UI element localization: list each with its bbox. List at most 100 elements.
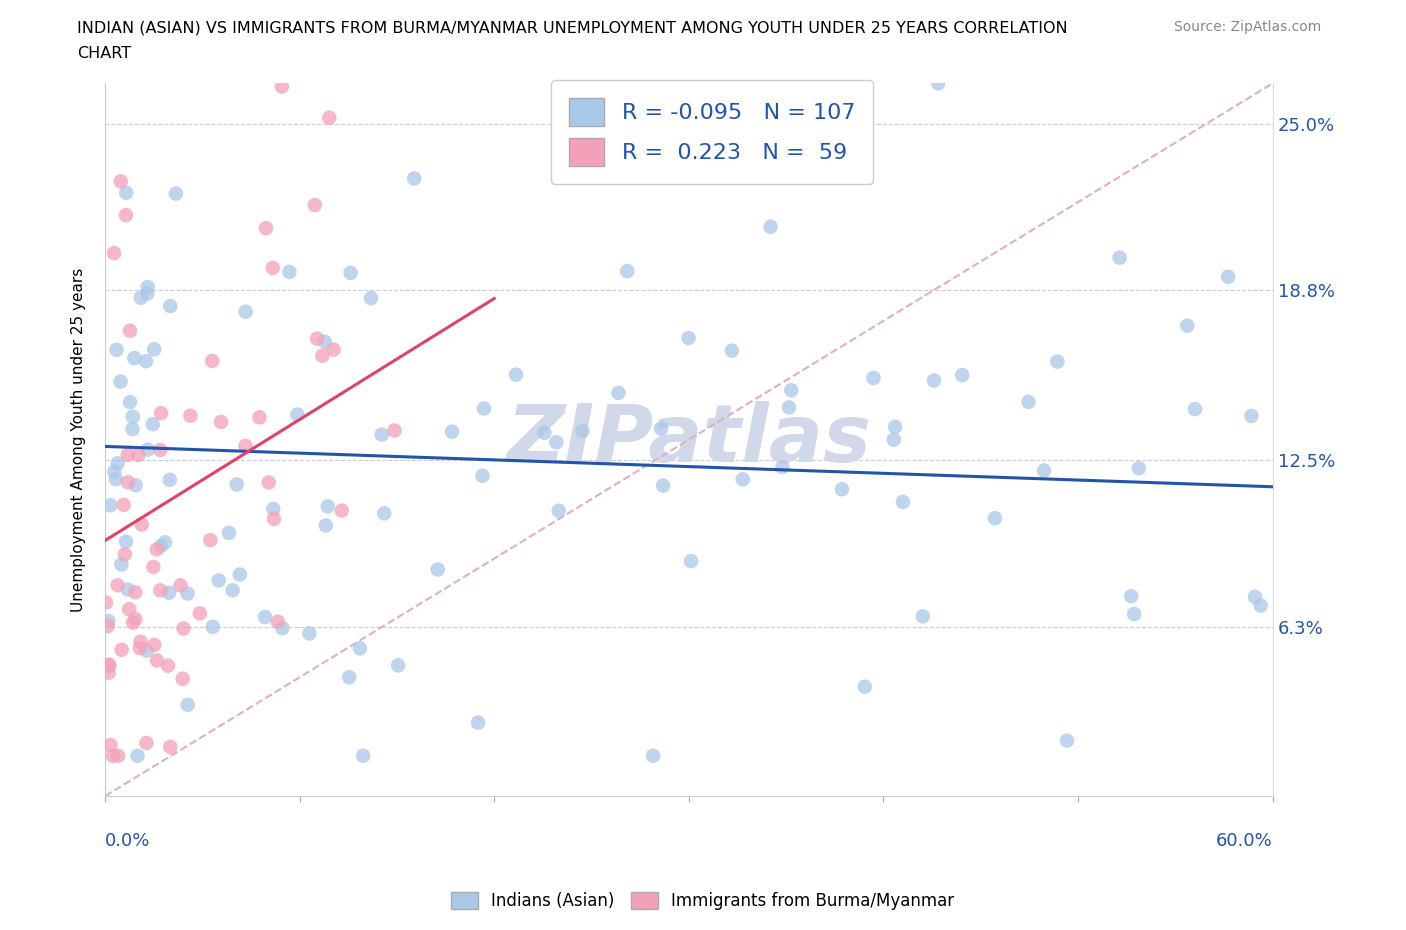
Point [311,349,333,364]
Point [136,442,159,457]
Point [271,621,294,636]
Legend: Indians (Asian), Immigrants from Burma/Myanmar: Indians (Asian), Immigrants from Burma/M… [444,885,962,917]
Point [100,737,122,752]
Point [122,616,145,631]
Point [115,207,138,222]
Point [371,427,394,442]
Point [153,535,176,550]
Point [124,351,146,365]
Point [305,331,328,346]
Point [157,585,180,600]
Point [172,621,194,636]
Point [100,498,122,512]
Point [533,425,555,440]
Point [643,749,665,764]
Point [1017,394,1039,409]
Y-axis label: Unemployment Among Youth under 25 years: Unemployment Among Youth under 25 years [72,268,86,612]
Point [339,265,361,280]
Point [426,562,449,577]
Point [131,517,153,532]
Point [149,443,172,458]
Text: ZIPatlas: ZIPatlas [506,401,872,479]
Point [172,671,194,686]
Point [349,641,371,656]
Point [262,260,284,275]
Point [681,553,703,568]
Point [103,246,125,260]
Point [1128,460,1150,475]
Point [270,79,292,94]
Point [225,477,247,492]
Point [720,343,742,358]
Point [110,374,132,389]
Point [884,419,907,434]
Point [571,424,593,439]
Point [146,653,169,668]
Point [304,197,326,212]
Point [146,542,169,557]
Point [118,394,141,409]
Point [129,290,152,305]
Point [124,612,146,627]
Point [253,609,276,624]
Point [1046,354,1069,369]
Point [1108,250,1130,265]
Point [117,475,139,490]
Point [128,641,150,656]
Point [314,335,336,350]
Point [107,578,129,592]
Point [159,299,181,313]
Point [136,286,159,301]
Point [124,585,146,600]
Point [218,525,240,540]
Point [780,383,803,398]
Point [1121,589,1143,604]
Point [778,400,800,415]
Point [97,614,120,629]
Point [121,421,143,436]
Point [922,373,945,388]
Point [1240,408,1263,423]
Point [135,736,157,751]
Point [1123,606,1146,621]
Point [352,749,374,764]
Point [110,174,132,189]
Point [103,464,125,479]
Point [98,658,121,673]
Point [97,658,120,672]
Point [117,582,139,597]
Point [262,501,284,516]
Point [136,280,159,295]
Point [1250,598,1272,613]
Point [127,749,149,764]
Point [97,665,120,680]
Text: CHART: CHART [77,46,131,61]
Text: 60.0%: 60.0% [1216,831,1272,850]
Point [267,614,290,629]
Text: INDIAN (ASIAN) VS IMMIGRANTS FROM BURMA/MYANMAR UNEMPLOYMENT AMONG YOUTH UNDER 2: INDIAN (ASIAN) VS IMMIGRANTS FROM BURMA/… [77,20,1069,35]
Point [387,658,409,672]
Point [159,739,181,754]
Point [1056,733,1078,748]
Point [208,573,231,588]
Point [278,264,301,279]
Point [318,111,340,126]
Point [472,401,495,416]
Point [853,679,876,694]
Point [772,459,794,474]
Point [927,76,949,91]
Point [471,469,494,484]
Point [1033,463,1056,478]
Point [97,618,120,633]
Point [142,417,165,432]
Point [127,447,149,462]
Legend: R = -0.095   N = 107, R =  0.223   N =  59: R = -0.095 N = 107, R = 0.223 N = 59 [551,80,873,184]
Point [731,472,754,486]
Point [467,715,489,730]
Point [759,219,782,234]
Point [142,560,165,575]
Point [950,367,973,382]
Point [143,637,166,652]
Point [263,512,285,526]
Point [249,410,271,425]
